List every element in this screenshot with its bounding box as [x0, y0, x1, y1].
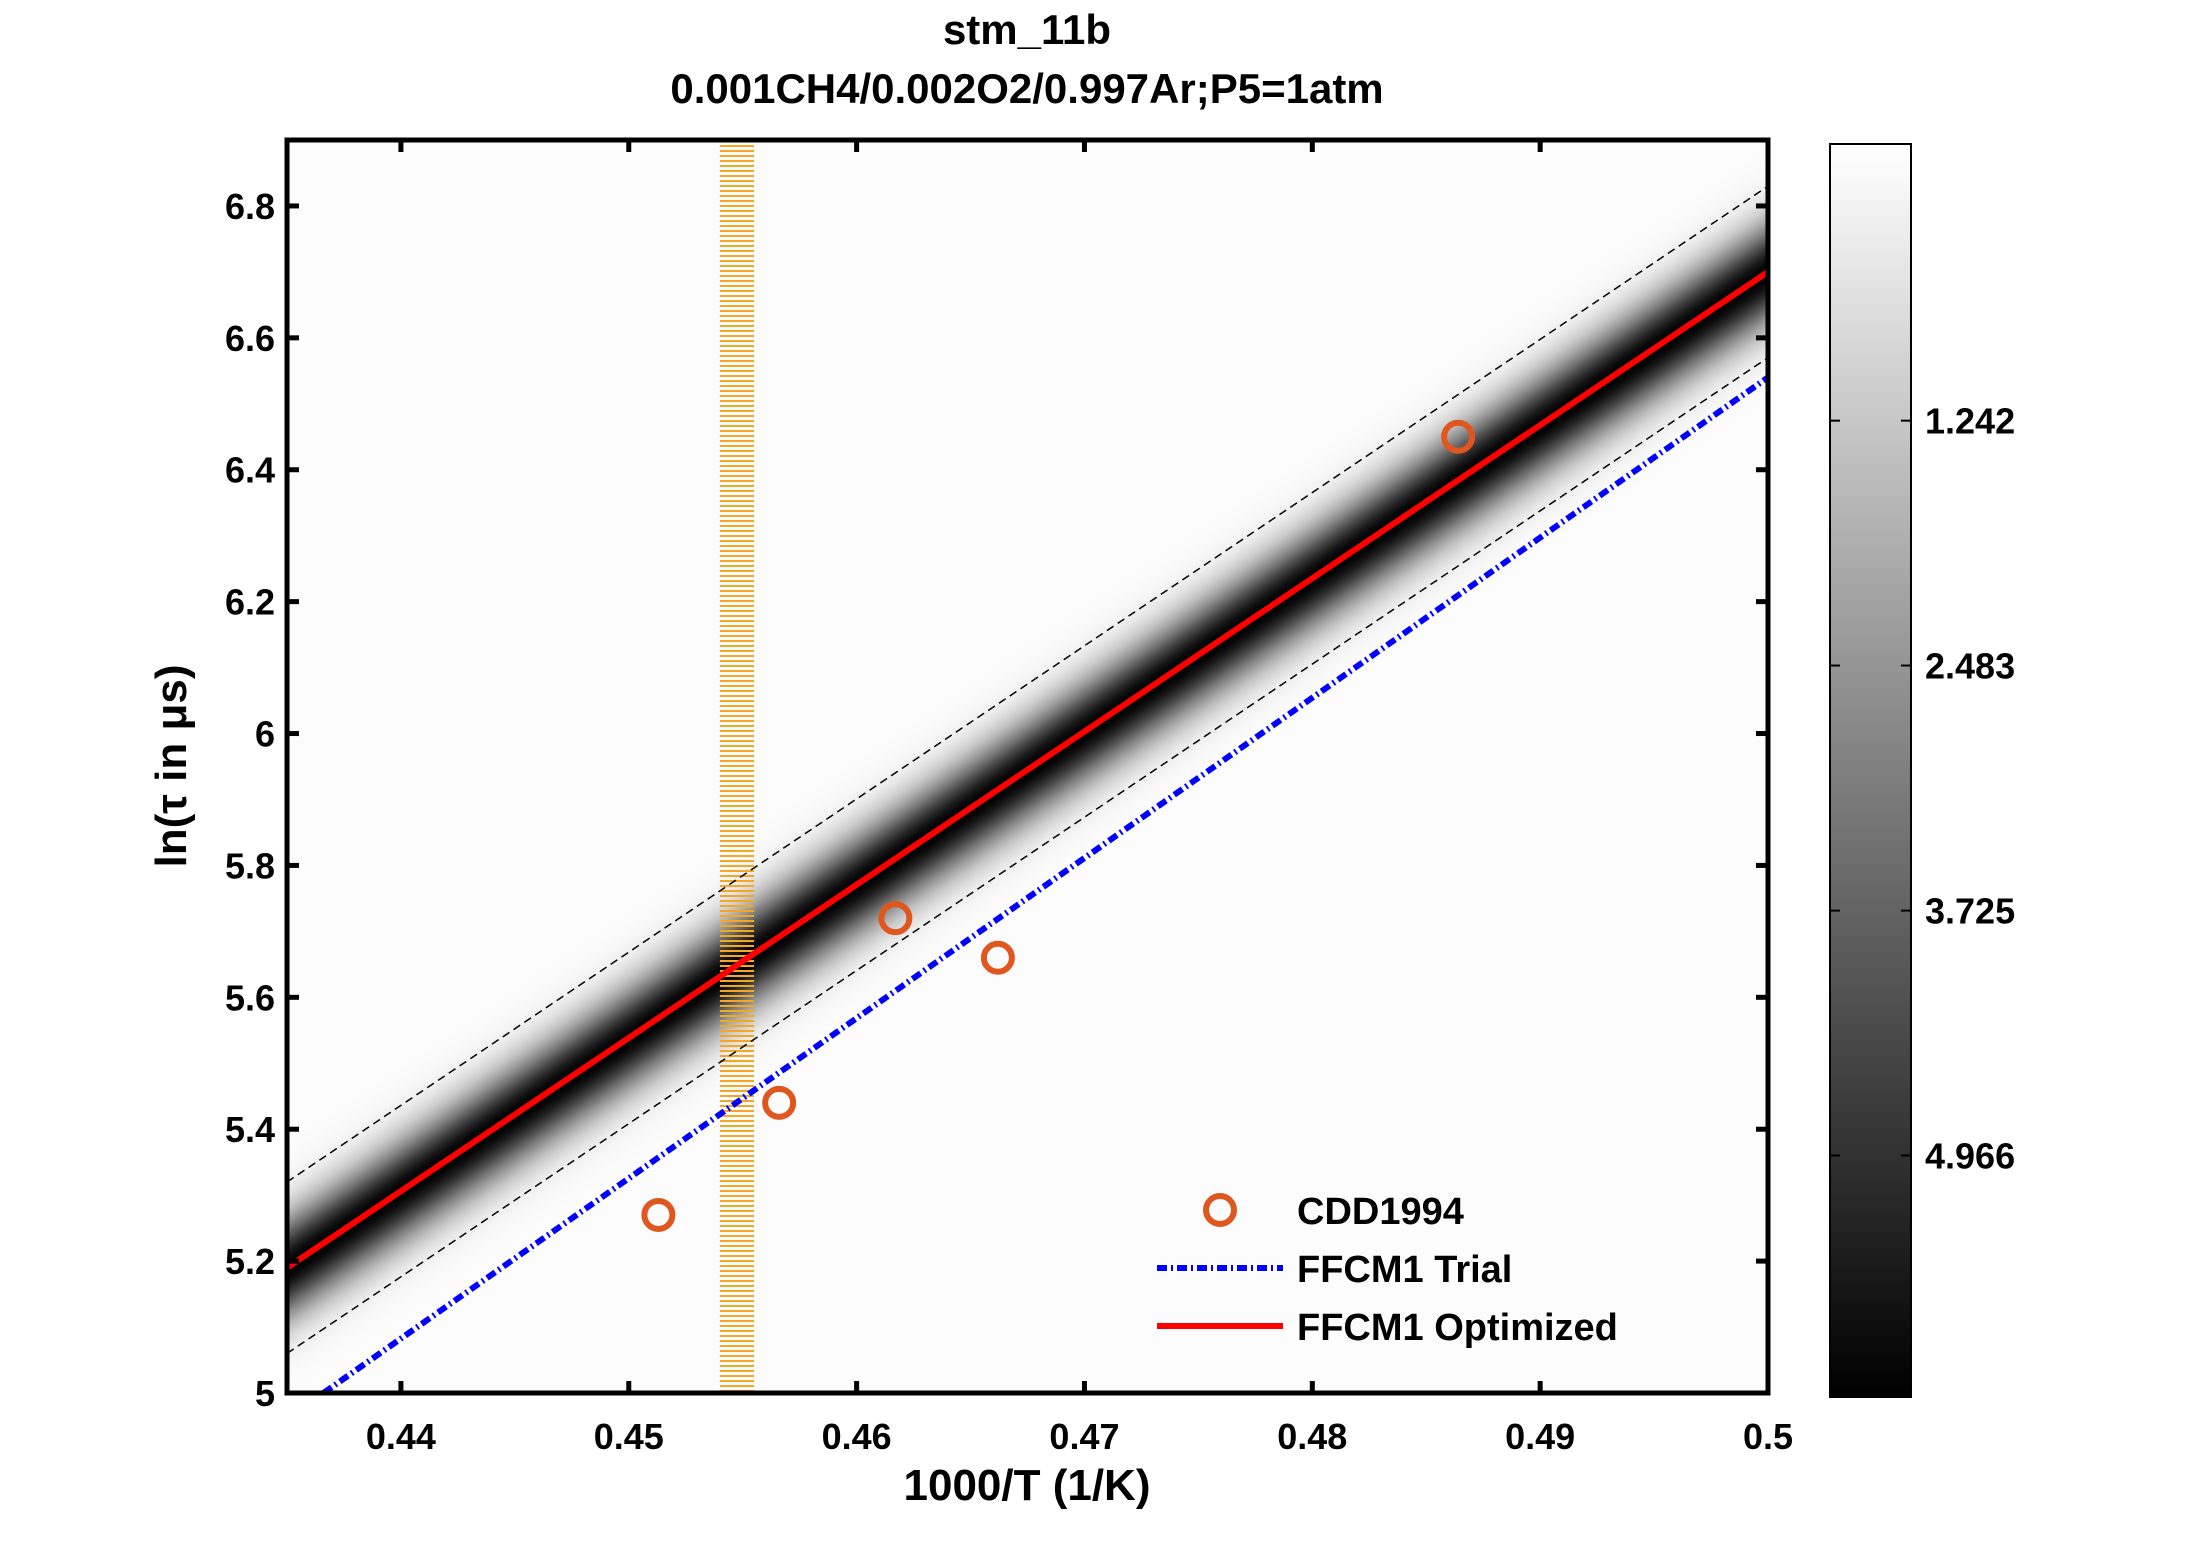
- series-line-ffcm1-trial: [321, 374, 1768, 1393]
- legend-label-cdd1994: CDD1994: [1297, 1191, 1464, 1233]
- series-line-ffcm1-optimized: [287, 269, 1768, 1271]
- axes-frame: [284, 137, 1771, 1396]
- y-tick-label: 6.2: [225, 582, 275, 623]
- y-tick-label: 6: [255, 714, 275, 755]
- x-tick-label: 0.45: [594, 1416, 664, 1457]
- y-tick-label: 5.8: [225, 845, 275, 886]
- x-axis-label: 1000/T (1/K): [904, 1461, 1151, 1510]
- x-tick-label: 0.44: [366, 1416, 436, 1457]
- x-tick-label: 0.48: [1277, 1416, 1347, 1457]
- y-tick-label: 5.6: [225, 977, 275, 1018]
- highlight-band: [719, 140, 755, 1393]
- y-tick-label: 6.4: [225, 450, 275, 491]
- data-point-cdd1994: [878, 901, 913, 936]
- uncertainty-bound-upper: [287, 185, 1768, 1183]
- colorbar-tick-label: 2.483: [1925, 646, 2015, 687]
- x-tick-label: 0.47: [1049, 1416, 1119, 1457]
- data-point-cdd1994: [1441, 419, 1476, 454]
- colorbar-gradient: [1829, 143, 1912, 1398]
- colorbar-tick-label: 4.966: [1925, 1135, 2015, 1176]
- colorbar-tick-label: 1.242: [1925, 401, 2015, 442]
- chart-title: stm_11b: [943, 6, 1111, 53]
- colorbar-tick-label: 3.725: [1925, 891, 2015, 932]
- legend-marker-cdd1994: [1203, 1193, 1237, 1227]
- plot-area: [287, 140, 1768, 1393]
- colorbar: 1.242 2.483 3.725 4.966: [1829, 143, 2015, 1398]
- y-tick-label: 6.6: [225, 318, 275, 359]
- data-point-cdd1994: [762, 1085, 797, 1120]
- x-tick-label: 0.5: [1743, 1416, 1793, 1457]
- y-axis-label: ln(τ in μs): [147, 665, 196, 868]
- data-point-cdd1994: [641, 1197, 676, 1232]
- y-tick-label: 6.8: [225, 186, 275, 227]
- y-tick-label: 5.2: [225, 1241, 275, 1282]
- y-tick-label: 5: [255, 1373, 275, 1414]
- x-tick-label: 0.46: [822, 1416, 892, 1457]
- legend-label-ffcm1-trial: FFCM1 Trial: [1297, 1249, 1512, 1291]
- chart-subtitle: 0.001CH4/0.002O2/0.997Ar;P5=1atm: [670, 65, 1383, 112]
- legend-label-ffcm1-optimized: FFCM1 Optimized: [1297, 1307, 1618, 1349]
- legend: CDD1994 FFCM1 Trial FFCM1 Optimized: [1157, 1191, 1618, 1349]
- x-tick-label: 0.49: [1505, 1416, 1575, 1457]
- y-tick-label: 5.4: [225, 1109, 275, 1150]
- axes: 0.44 0.45 0.46 0.47 0.48 0.49 0.5 5 5.2 5.4 5.6 5.8…: [225, 137, 1793, 1457]
- data-point-cdd1994: [980, 940, 1015, 975]
- uncertainty-bound-lower: [287, 357, 1768, 1355]
